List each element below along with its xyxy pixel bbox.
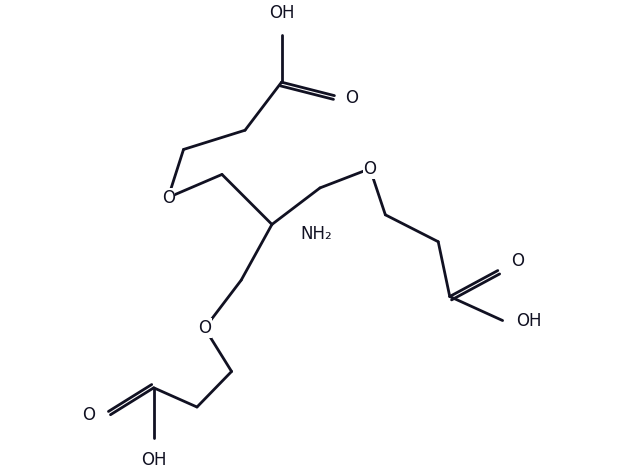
- Text: O: O: [198, 319, 211, 337]
- Text: O: O: [511, 252, 524, 270]
- Text: O: O: [345, 88, 358, 107]
- Text: OH: OH: [516, 312, 541, 329]
- Text: O: O: [162, 188, 175, 206]
- Text: OH: OH: [269, 4, 294, 22]
- Text: O: O: [82, 406, 95, 424]
- Text: O: O: [364, 160, 376, 178]
- Text: OH: OH: [141, 451, 166, 469]
- Text: NH₂: NH₂: [301, 225, 333, 243]
